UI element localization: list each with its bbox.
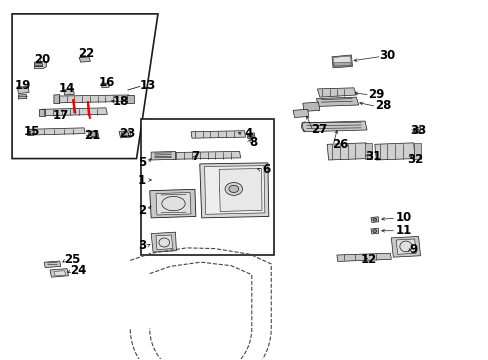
Circle shape [90,132,97,137]
Circle shape [122,132,128,137]
Text: 2: 2 [138,204,146,217]
Polygon shape [191,131,245,138]
Text: 19: 19 [15,79,31,92]
Polygon shape [141,119,273,255]
Polygon shape [200,163,268,218]
Text: 8: 8 [249,136,257,149]
Text: 18: 18 [112,95,128,108]
Text: 9: 9 [409,243,417,256]
Polygon shape [44,261,61,267]
Polygon shape [370,217,378,222]
Text: 24: 24 [70,264,87,276]
Polygon shape [336,253,390,261]
Polygon shape [204,166,264,214]
Polygon shape [151,232,176,252]
Polygon shape [331,55,352,68]
Polygon shape [126,95,133,103]
Polygon shape [326,143,367,160]
Text: 20: 20 [34,53,51,66]
Polygon shape [12,14,158,158]
Text: 29: 29 [368,88,384,101]
Text: 16: 16 [99,76,115,89]
Text: 32: 32 [407,153,423,166]
Polygon shape [333,62,350,66]
Text: 6: 6 [262,163,270,176]
Polygon shape [374,143,414,160]
Polygon shape [246,133,255,139]
Polygon shape [316,97,358,107]
Text: 4: 4 [244,127,252,140]
Text: 31: 31 [365,150,381,163]
Text: 26: 26 [331,139,347,152]
Polygon shape [413,127,420,134]
Polygon shape [149,189,196,218]
Polygon shape [292,109,308,117]
Text: 22: 22 [78,47,94,60]
Circle shape [228,185,238,193]
Text: 7: 7 [191,150,199,163]
Polygon shape [27,129,33,135]
Text: 27: 27 [311,123,327,136]
Polygon shape [63,89,74,95]
Polygon shape [365,143,371,159]
Text: 12: 12 [360,253,376,266]
Text: 30: 30 [379,49,395,62]
Polygon shape [41,108,107,116]
Circle shape [372,230,376,233]
Polygon shape [88,131,99,138]
Polygon shape [151,152,175,160]
Text: 10: 10 [394,211,410,224]
Circle shape [414,129,419,132]
Polygon shape [317,88,356,97]
Circle shape [372,218,376,221]
Polygon shape [390,237,420,257]
Polygon shape [156,235,172,249]
Text: 28: 28 [374,99,390,112]
Text: 14: 14 [59,82,75,95]
Text: 1: 1 [138,174,146,186]
Polygon shape [39,109,45,116]
Polygon shape [19,95,27,99]
Polygon shape [119,131,131,138]
Circle shape [224,183,242,195]
Text: 17: 17 [52,109,68,122]
Polygon shape [101,83,109,88]
Polygon shape [302,102,319,111]
Polygon shape [413,143,420,159]
Polygon shape [18,86,29,94]
Polygon shape [30,128,85,135]
Polygon shape [370,228,378,234]
Text: 11: 11 [394,224,410,237]
Polygon shape [172,152,240,159]
Polygon shape [301,121,366,132]
Polygon shape [219,168,262,211]
Text: 23: 23 [119,127,135,140]
Circle shape [248,134,253,138]
Text: 21: 21 [84,129,100,142]
Text: 25: 25 [64,253,81,266]
Polygon shape [34,64,42,66]
Polygon shape [395,239,415,254]
Polygon shape [156,193,191,215]
Polygon shape [50,269,68,277]
Text: 5: 5 [138,156,146,169]
Polygon shape [79,57,90,62]
Polygon shape [34,62,46,68]
Text: 15: 15 [23,125,40,138]
Text: 13: 13 [140,79,156,92]
Text: 33: 33 [409,124,425,137]
Text: 3: 3 [138,239,146,252]
Polygon shape [332,56,351,67]
Polygon shape [54,95,60,104]
Polygon shape [56,95,130,103]
Polygon shape [54,271,65,276]
